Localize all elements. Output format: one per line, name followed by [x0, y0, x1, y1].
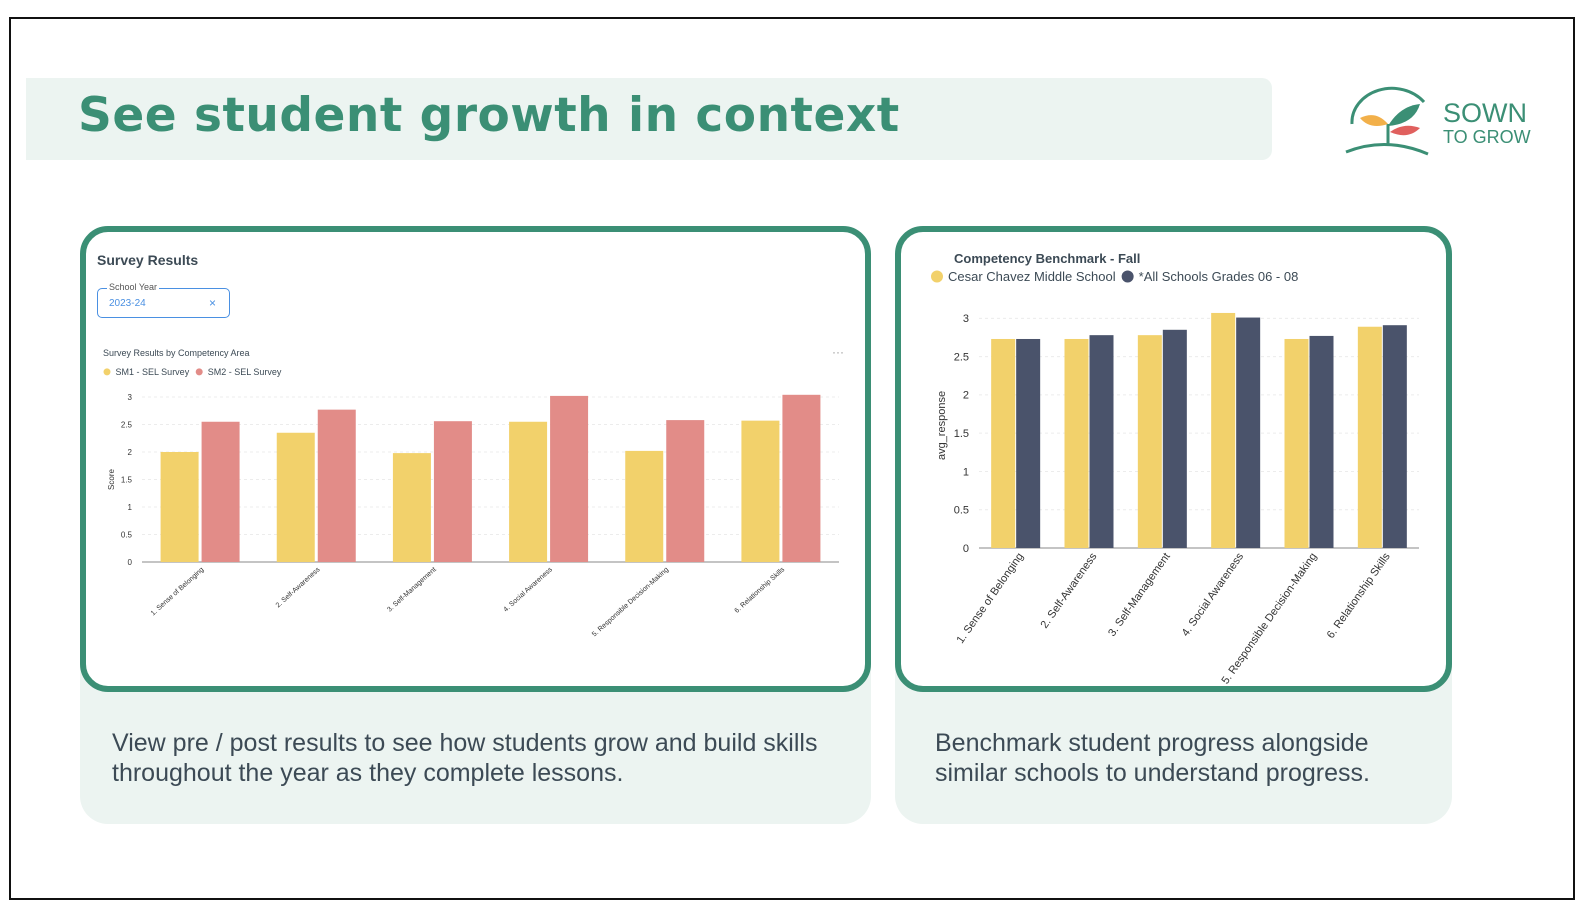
survey-caption: View pre / post results to see how stude… — [112, 729, 818, 787]
logo-text-secondary: TO GROW — [1443, 127, 1531, 147]
bar — [201, 421, 240, 562]
y-tick-label: 0 — [963, 543, 969, 555]
y-tick-label: 2.5 — [954, 351, 969, 363]
bar — [160, 452, 199, 562]
bar — [741, 420, 780, 562]
x-tick-label: 2. Self-Awareness — [275, 566, 322, 609]
bar — [1137, 335, 1162, 548]
y-axis-label: avg_response — [936, 391, 948, 460]
y-tick-label: 2.5 — [121, 420, 133, 429]
y-tick-label: 3 — [963, 313, 969, 325]
logo-text-primary: SOWN — [1443, 98, 1527, 128]
bar — [666, 420, 705, 562]
bar — [276, 432, 315, 562]
bar — [1357, 326, 1382, 548]
chart-title: Survey Results by Competency Area — [103, 348, 250, 358]
panel-title: Competency Benchmark - Fall — [954, 251, 1141, 266]
y-tick-label: 1 — [963, 466, 969, 478]
filter-label: School Year — [107, 282, 160, 292]
bar — [1064, 338, 1089, 548]
legend-label: Cesar Chavez Middle School — [948, 269, 1116, 284]
bar — [1309, 335, 1334, 548]
x-tick-label: 6. Relationship Skills — [734, 566, 787, 615]
y-axis-label: Score — [107, 469, 116, 490]
bar — [392, 453, 431, 562]
bar — [317, 409, 356, 562]
close-icon[interactable]: × — [209, 296, 217, 310]
y-tick-label: 1 — [128, 503, 133, 512]
benchmark-panel: Competency Benchmark - Fall Cesar Chavez… — [895, 226, 1452, 692]
bar — [1236, 317, 1261, 548]
more-icon: ··· — [832, 345, 844, 359]
sprout-leaves-icon — [1345, 86, 1429, 156]
y-tick-label: 0 — [128, 558, 133, 567]
competency-benchmark-chart: Cesar Chavez Middle School *All Schools G… — [931, 269, 1419, 686]
survey-panel: Survey Results School Year 2023-24 × Sur… — [80, 226, 871, 692]
bar — [1089, 335, 1114, 548]
legend-label: *All Schools Grades 06 - 08 — [1139, 269, 1299, 284]
bar — [433, 421, 472, 562]
bar — [1284, 338, 1309, 548]
x-tick-label: 2. Self-Awareness — [1039, 550, 1100, 630]
x-tick-label: 5. Responsible Decision-Making — [591, 566, 670, 638]
benchmark-caption: Benchmark student progress alongside sim… — [935, 729, 1370, 787]
title-band — [26, 78, 1272, 160]
x-tick-label: 1. Sense of Belonging — [955, 551, 1027, 646]
bar — [1382, 325, 1407, 548]
bar — [625, 450, 664, 562]
x-tick-label: 3. Self-Management — [1106, 551, 1173, 639]
y-tick-label: 0.5 — [121, 530, 133, 539]
y-tick-label: 1.5 — [954, 428, 969, 440]
bar — [1211, 312, 1236, 548]
legend-marker — [103, 368, 111, 376]
y-tick-label: 1.5 — [121, 475, 133, 484]
legend-label: SM2 - SEL Survey — [208, 367, 282, 377]
y-tick-label: 3 — [128, 393, 133, 402]
filter-value: 2023-24 — [109, 298, 146, 309]
bar — [991, 338, 1016, 548]
y-tick-label: 2 — [963, 390, 969, 402]
x-tick-label: 6. Relationship Skills — [1325, 550, 1393, 640]
x-tick-label: 1. Sense of Belonging — [150, 566, 206, 617]
legend-marker — [931, 270, 943, 283]
survey-results-chart: Survey Results by Competency Area SM1 - S… — [103, 345, 844, 638]
x-tick-label: 4. Social Awareness — [1180, 550, 1247, 638]
legend-marker — [195, 368, 203, 376]
bar — [782, 394, 821, 562]
slide-title: See student growth in context — [78, 88, 900, 143]
bar — [1162, 329, 1187, 548]
panel-title: Survey Results — [97, 252, 199, 268]
y-tick-label: 2 — [128, 448, 133, 457]
bar — [550, 395, 589, 562]
school-year-filter[interactable] — [97, 288, 230, 318]
x-tick-label: 3. Self-Management — [386, 566, 438, 613]
y-tick-label: 0.5 — [954, 505, 969, 517]
legend-label: SM1 - SEL Survey — [116, 367, 190, 377]
legend-marker — [1121, 270, 1134, 283]
x-tick-label: 4. Social Awareness — [502, 566, 554, 614]
bar — [1016, 338, 1041, 548]
bar — [509, 421, 548, 562]
